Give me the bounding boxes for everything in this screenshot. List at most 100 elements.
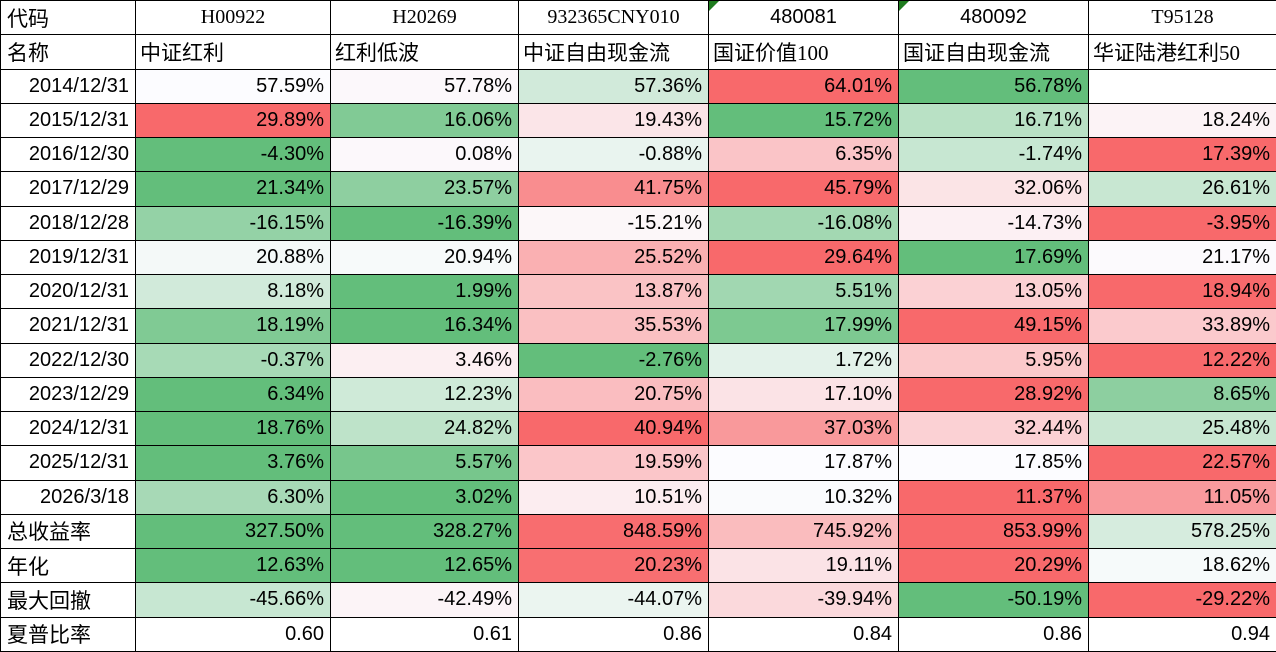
row-label-cell[interactable]: 2023/12/29 [0, 376, 136, 413]
value-cell[interactable]: 32.44% [898, 410, 1089, 447]
value-cell[interactable]: 853.99% [898, 513, 1089, 550]
row-label-cell[interactable]: 2019/12/31 [0, 239, 136, 276]
value-cell[interactable]: 18.24% [1088, 102, 1276, 139]
name-cell[interactable]: 中证红利 [135, 34, 331, 70]
name-cell[interactable]: 国证价值100 [708, 34, 899, 70]
value-cell[interactable]: -44.07% [518, 582, 709, 618]
row-label-cell[interactable]: 2026/3/18 [0, 479, 136, 515]
value-cell[interactable]: 18.62% [1088, 547, 1276, 584]
row-label-cell[interactable]: 2014/12/31 [0, 68, 136, 104]
value-cell[interactable]: 12.63% [135, 547, 331, 584]
value-cell[interactable]: 25.48% [1088, 410, 1276, 447]
value-cell[interactable]: 35.53% [518, 308, 709, 344]
code-cell[interactable]: 480092 [898, 0, 1089, 36]
value-cell[interactable]: 18.19% [135, 308, 331, 344]
value-cell[interactable]: 40.94% [518, 410, 709, 447]
value-cell[interactable]: 0.84 [708, 616, 899, 652]
value-cell[interactable]: 0.61 [330, 616, 519, 652]
value-cell[interactable]: -42.49% [330, 582, 519, 618]
value-cell[interactable]: 17.87% [708, 445, 899, 481]
row-label-cell[interactable]: 夏普比率 [0, 616, 136, 652]
code-cell[interactable]: H20269 [330, 0, 519, 36]
value-cell[interactable]: 3.02% [330, 479, 519, 515]
value-cell[interactable]: 6.30% [135, 479, 331, 515]
value-cell[interactable]: 29.64% [708, 239, 899, 276]
value-cell[interactable]: 578.25% [1088, 513, 1276, 550]
value-cell[interactable]: -4.30% [135, 136, 331, 173]
value-cell[interactable]: 0.86 [518, 616, 709, 652]
value-cell[interactable]: 0.94 [1088, 616, 1276, 652]
value-cell[interactable]: 18.94% [1088, 273, 1276, 310]
value-cell[interactable]: 12.23% [330, 376, 519, 413]
value-cell[interactable]: 25.52% [518, 239, 709, 276]
row-label-cell[interactable]: 2024/12/31 [0, 410, 136, 447]
value-cell[interactable]: 20.94% [330, 239, 519, 276]
value-cell[interactable]: 16.71% [898, 102, 1089, 139]
code-cell[interactable]: 480081 [708, 0, 899, 36]
value-cell[interactable]: 29.89% [135, 102, 331, 139]
value-cell[interactable]: -16.39% [330, 205, 519, 241]
value-cell[interactable]: -0.37% [135, 342, 331, 378]
value-cell[interactable]: 20.75% [518, 376, 709, 413]
name-cell[interactable]: 红利低波 [330, 34, 519, 70]
value-cell[interactable]: -3.95% [1088, 205, 1276, 241]
value-cell[interactable]: 21.17% [1088, 239, 1276, 276]
value-cell[interactable]: 19.43% [518, 102, 709, 139]
value-cell[interactable]: 57.59% [135, 68, 331, 104]
value-cell[interactable]: 17.69% [898, 239, 1089, 276]
value-cell[interactable]: 32.06% [898, 171, 1089, 207]
value-cell[interactable]: 5.95% [898, 342, 1089, 378]
value-cell[interactable]: 20.88% [135, 239, 331, 276]
row-label-cell[interactable]: 2021/12/31 [0, 308, 136, 344]
value-cell[interactable]: 49.15% [898, 308, 1089, 344]
value-cell[interactable]: -0.88% [518, 136, 709, 173]
value-cell[interactable]: -50.19% [898, 582, 1089, 618]
value-cell[interactable]: 11.37% [898, 479, 1089, 515]
value-cell[interactable]: 45.79% [708, 171, 899, 207]
row-label-cell[interactable]: 2025/12/31 [0, 445, 136, 481]
row-label-cell[interactable]: 2017/12/29 [0, 171, 136, 207]
value-cell[interactable]: 11.05% [1088, 479, 1276, 515]
value-cell[interactable]: 0.60 [135, 616, 331, 652]
value-cell[interactable]: 327.50% [135, 513, 331, 550]
value-cell[interactable]: 24.82% [330, 410, 519, 447]
value-cell[interactable]: 12.65% [330, 547, 519, 584]
value-cell[interactable]: 8.65% [1088, 376, 1276, 413]
value-cell[interactable]: 16.34% [330, 308, 519, 344]
value-cell[interactable]: 22.57% [1088, 445, 1276, 481]
value-cell[interactable]: 3.46% [330, 342, 519, 378]
value-cell[interactable]: -39.94% [708, 582, 899, 618]
value-cell[interactable]: 745.92% [708, 513, 899, 550]
value-cell[interactable]: 3.76% [135, 445, 331, 481]
value-cell[interactable]: 21.34% [135, 171, 331, 207]
value-cell[interactable]: 6.34% [135, 376, 331, 413]
value-cell[interactable]: -1.74% [898, 136, 1089, 173]
row-label-cell[interactable]: 2018/12/28 [0, 205, 136, 241]
value-cell[interactable]: 13.87% [518, 273, 709, 310]
value-cell[interactable]: 20.23% [518, 547, 709, 584]
value-cell[interactable]: -15.21% [518, 205, 709, 241]
value-cell[interactable]: 20.29% [898, 547, 1089, 584]
name-row-label[interactable]: 名称 [0, 34, 136, 70]
value-cell[interactable]: 18.76% [135, 410, 331, 447]
value-cell[interactable]: 23.57% [330, 171, 519, 207]
value-cell[interactable]: 0.08% [330, 136, 519, 173]
row-label-cell[interactable]: 年化 [0, 547, 136, 584]
value-cell[interactable] [1088, 68, 1276, 104]
value-cell[interactable]: 37.03% [708, 410, 899, 447]
value-cell[interactable]: 328.27% [330, 513, 519, 550]
value-cell[interactable]: 5.51% [708, 273, 899, 310]
row-label-cell[interactable]: 2015/12/31 [0, 102, 136, 139]
value-cell[interactable]: 33.89% [1088, 308, 1276, 344]
value-cell[interactable]: 17.85% [898, 445, 1089, 481]
value-cell[interactable]: 19.11% [708, 547, 899, 584]
value-cell[interactable]: 6.35% [708, 136, 899, 173]
value-cell[interactable]: 41.75% [518, 171, 709, 207]
code-cell[interactable]: T95128 [1088, 0, 1276, 36]
value-cell[interactable]: -2.76% [518, 342, 709, 378]
value-cell[interactable]: 57.36% [518, 68, 709, 104]
value-cell[interactable]: 17.39% [1088, 136, 1276, 173]
value-cell[interactable]: 1.72% [708, 342, 899, 378]
value-cell[interactable]: -16.08% [708, 205, 899, 241]
row-label-cell[interactable]: 2022/12/30 [0, 342, 136, 378]
